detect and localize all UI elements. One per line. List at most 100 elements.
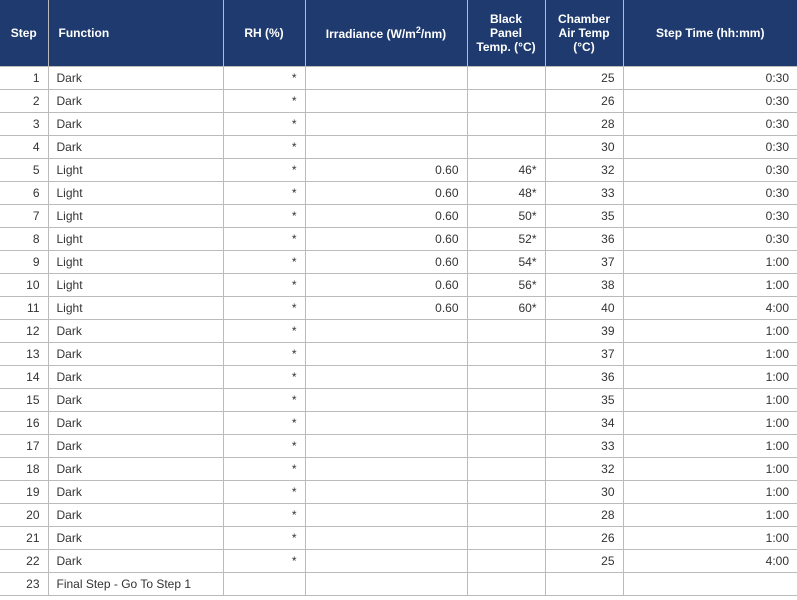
table-row: 13Dark*371:00 [0, 342, 797, 365]
cell-rh: * [223, 365, 305, 388]
cell-bpt [467, 503, 545, 526]
cell-func: Dark [48, 342, 223, 365]
cell-bpt [467, 549, 545, 572]
col-header-black-panel-temp: Black Panel Temp. (°C) [467, 0, 545, 66]
cell-time: 1:00 [623, 388, 797, 411]
cell-func: Dark [48, 112, 223, 135]
cell-irr [305, 480, 467, 503]
table-row: 12Dark*391:00 [0, 319, 797, 342]
cell-irr [305, 89, 467, 112]
cell-irr [305, 135, 467, 158]
cell-cat: 34 [545, 411, 623, 434]
cell-time: 0:30 [623, 89, 797, 112]
cell-irr [305, 457, 467, 480]
cell-bpt [467, 572, 545, 595]
cell-bpt [467, 526, 545, 549]
cell-step: 4 [0, 135, 48, 158]
cell-irr: 0.60 [305, 204, 467, 227]
table-row: 7Light*0.6050*350:30 [0, 204, 797, 227]
cell-bpt [467, 66, 545, 89]
cell-rh: * [223, 526, 305, 549]
cell-time: 0:30 [623, 181, 797, 204]
cell-time: 0:30 [623, 227, 797, 250]
cell-bpt [467, 89, 545, 112]
cell-func: Light [48, 227, 223, 250]
cell-irr: 0.60 [305, 296, 467, 319]
cell-irr: 0.60 [305, 273, 467, 296]
cell-step: 13 [0, 342, 48, 365]
schedule-table: Step Function RH (%) Irradiance (W/m2/nm… [0, 0, 797, 596]
cell-rh: * [223, 250, 305, 273]
cell-bpt: 48* [467, 181, 545, 204]
cell-irr [305, 112, 467, 135]
cell-time: 1:00 [623, 457, 797, 480]
cell-time: 4:00 [623, 296, 797, 319]
cell-rh: * [223, 549, 305, 572]
cell-time [623, 572, 797, 595]
table-row: 15Dark*351:00 [0, 388, 797, 411]
table-row: 22Dark*254:00 [0, 549, 797, 572]
cell-step: 7 [0, 204, 48, 227]
cell-time: 1:00 [623, 365, 797, 388]
table-row: 10Light*0.6056*381:00 [0, 273, 797, 296]
cell-bpt [467, 112, 545, 135]
table-row: 2Dark*260:30 [0, 89, 797, 112]
cell-rh: * [223, 457, 305, 480]
cell-func: Dark [48, 434, 223, 457]
table-row: 1Dark*250:30 [0, 66, 797, 89]
cell-time: 0:30 [623, 204, 797, 227]
cell-func: Dark [48, 457, 223, 480]
cell-bpt [467, 319, 545, 342]
cell-func: Light [48, 158, 223, 181]
cell-cat: 35 [545, 388, 623, 411]
cell-rh: * [223, 273, 305, 296]
cell-func: Dark [48, 365, 223, 388]
table-row: 14Dark*361:00 [0, 365, 797, 388]
cell-time: 0:30 [623, 66, 797, 89]
cell-func: Dark [48, 135, 223, 158]
cell-func: Dark [48, 480, 223, 503]
table-row: 6Light*0.6048*330:30 [0, 181, 797, 204]
cell-time: 1:00 [623, 503, 797, 526]
table-row: 20Dark*281:00 [0, 503, 797, 526]
cell-irr [305, 549, 467, 572]
cell-func: Dark [48, 503, 223, 526]
cell-time: 4:00 [623, 549, 797, 572]
cell-time: 0:30 [623, 158, 797, 181]
cell-cat: 30 [545, 480, 623, 503]
cell-irr: 0.60 [305, 250, 467, 273]
cell-cat: 28 [545, 112, 623, 135]
cell-rh: * [223, 112, 305, 135]
table-row: 18Dark*321:00 [0, 457, 797, 480]
cell-cat: 30 [545, 135, 623, 158]
cell-bpt [467, 480, 545, 503]
cell-cat: 32 [545, 457, 623, 480]
cell-bpt: 56* [467, 273, 545, 296]
cell-irr: 0.60 [305, 181, 467, 204]
cell-bpt [467, 457, 545, 480]
cell-rh: * [223, 204, 305, 227]
table-row: 21Dark*261:00 [0, 526, 797, 549]
cell-step: 23 [0, 572, 48, 595]
cell-bpt [467, 135, 545, 158]
cell-step: 3 [0, 112, 48, 135]
cell-step: 11 [0, 296, 48, 319]
cell-cat: 39 [545, 319, 623, 342]
table-body: 1Dark*250:302Dark*260:303Dark*280:304Dar… [0, 66, 797, 595]
cell-func: Dark [48, 89, 223, 112]
cell-time: 0:30 [623, 135, 797, 158]
cell-step: 20 [0, 503, 48, 526]
cell-rh: * [223, 388, 305, 411]
cell-bpt: 52* [467, 227, 545, 250]
cell-bpt [467, 411, 545, 434]
cell-func: Light [48, 181, 223, 204]
table-row: 16Dark*341:00 [0, 411, 797, 434]
cell-cat: 33 [545, 181, 623, 204]
cell-time: 1:00 [623, 319, 797, 342]
col-header-function: Function [48, 0, 223, 66]
col-header-step-time: Step Time (hh:mm) [623, 0, 797, 66]
cell-time: 1:00 [623, 411, 797, 434]
cell-irr [305, 342, 467, 365]
cell-rh: * [223, 342, 305, 365]
col-header-rh: RH (%) [223, 0, 305, 66]
